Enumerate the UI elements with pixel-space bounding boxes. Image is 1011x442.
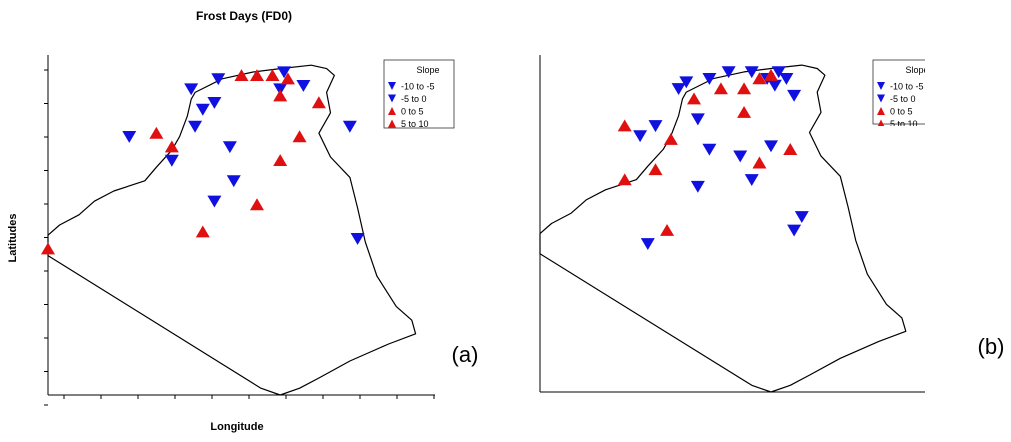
station-marker [787,89,802,102]
country-outline [47,64,417,396]
legend-title: Slope [416,65,439,75]
station-marker [787,224,802,237]
legend-marker [877,119,885,126]
station-marker [690,113,705,126]
station-marker [184,83,199,96]
station-marker [211,73,226,86]
legend-marker [388,119,396,128]
station-marker [713,82,728,95]
station-marker [702,72,717,85]
station-marker [660,223,675,236]
station-marker [280,72,295,85]
station-marker [195,225,210,238]
x-axis-label: Longitude [210,421,263,433]
station-marker [640,238,655,251]
legend-label: -5 to 0 [401,94,427,104]
station-marker [721,66,736,79]
station-marker [342,120,357,133]
legend-marker [388,94,396,103]
legend-label: 0 to 5 [401,107,424,117]
legend-marker [388,82,396,90]
station-marker [149,126,164,139]
legend-label: -10 to -5 [401,82,435,92]
legend-marker [388,107,396,115]
station-marker [226,175,241,188]
station-marker [648,120,663,133]
station-marker [122,131,137,143]
legend-marker [877,82,885,90]
station-marker [296,80,311,92]
legend: Slope -10 to -5 -5 to 0 0 to 5 5 to 10 [872,59,928,129]
station-marker [663,132,678,145]
station-marker [265,69,280,81]
station-marker [350,233,365,245]
station-marker [277,66,292,79]
legend-label: 5 to 10 [890,119,918,129]
station-marker [273,154,288,166]
station-marker [687,92,701,105]
panel-label-b: (b) [978,334,1005,359]
station-marker [744,66,759,79]
station-marker [733,150,748,163]
station-marker [779,72,794,85]
station-marker [249,69,264,81]
station-marker [617,119,632,132]
station-marker [767,79,782,92]
station-marker [207,97,222,109]
station-marker [311,96,326,109]
station-marker [207,195,222,208]
station-marker [764,140,778,153]
station-marker [737,105,752,118]
station-marker [188,120,203,133]
y-axis-label: Latitudes [7,214,19,263]
station-marker [783,143,798,155]
station-marker [249,198,264,211]
station-marker [164,140,179,153]
station-marker [164,154,179,167]
station-marker [617,173,632,186]
station-marker [702,143,717,156]
legend-label: 0 to 5 [890,107,913,117]
station-marker [690,180,705,193]
station-marker [195,103,210,116]
station-marker [752,156,767,169]
station-marker [234,69,249,81]
legend-marker [877,94,885,103]
station-marker [764,68,778,81]
station-marker [41,242,55,255]
panel-label-a: (a) [452,342,479,367]
station-marker [648,163,663,176]
legend-title: Slope [905,65,928,75]
panel-b: Slope -10 to -5 -5 to 0 0 to 5 5 to 10 [539,55,928,393]
station-marker [771,66,786,79]
legend-marker [877,107,885,115]
legend: Slope -10 to -5 -5 to 0 0 to 5 5 to 10 [383,59,455,129]
station-marker [737,82,752,95]
station-marker [633,130,648,143]
legend-label: -10 to -5 [890,82,924,92]
station-marker [752,72,767,85]
legend-label: -5 to 0 [890,94,916,104]
station-marker [794,211,809,224]
legend-box [383,59,455,129]
station-marker [273,83,288,96]
chart-title: Frost Days (FD0) [196,9,292,23]
legend-label: 5 to 10 [401,119,429,129]
station-marker [679,76,694,89]
country-outline [539,64,907,393]
station-marker [744,174,759,186]
station-marker [273,89,288,102]
station-marker [292,130,307,143]
station-marker [222,141,237,154]
panel-a: Slope -10 to -5 -5 to 0 0 to 5 5 to 10 [41,55,455,406]
station-marker [671,83,686,95]
